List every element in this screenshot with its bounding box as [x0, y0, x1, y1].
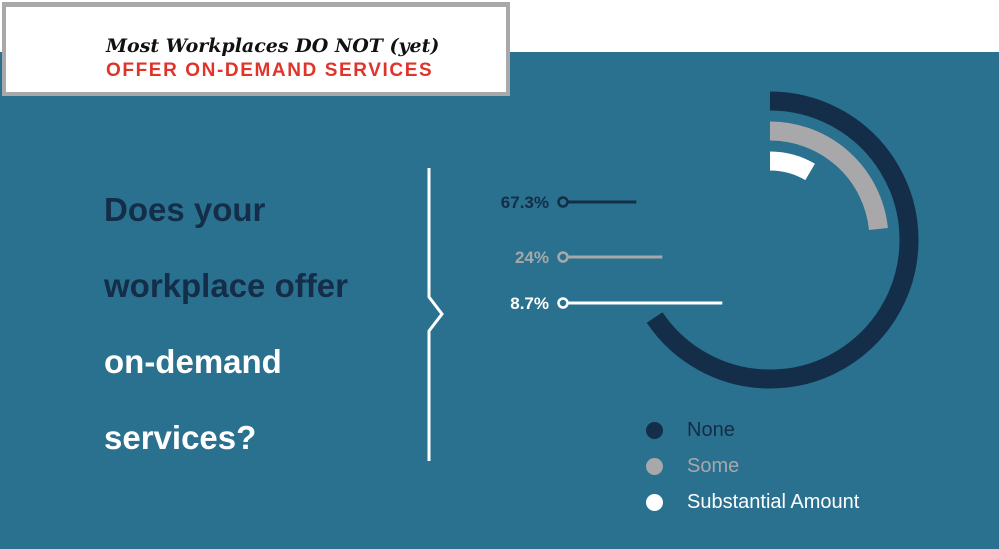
- legend-item-none: None: [646, 412, 859, 448]
- value-label-substantial: 8.7%: [510, 294, 549, 313]
- question-line-3: on-demand: [104, 343, 282, 380]
- legend-dot-substantial: [646, 493, 663, 511]
- leader-dot-substantial: [557, 297, 569, 309]
- question-line-4: services?: [104, 419, 257, 456]
- leader-group: 67.3% 24% 8.7%: [501, 193, 723, 313]
- legend-item-substantial: Substantial Amount: [646, 484, 859, 520]
- ring-some: [769, 121, 888, 231]
- value-label-none: 67.3%: [501, 193, 549, 212]
- question-line-1: Does your: [104, 191, 266, 228]
- brace-divider: [427, 168, 444, 461]
- question-text: Does your workplace offer on-demand serv…: [104, 172, 424, 476]
- ring-group: [646, 91, 919, 389]
- chart-panel: [0, 52, 999, 549]
- title-line-2: OFFER ON-DEMAND SERVICES: [106, 60, 434, 81]
- legend-dot-some: [646, 457, 663, 475]
- legend-label-some: Some: [687, 454, 740, 477]
- legend-label-none: None: [687, 418, 735, 441]
- question-line-2: workplace offer: [104, 267, 348, 304]
- ring-substantial: [769, 151, 815, 181]
- legend-dot-none: [646, 421, 663, 439]
- title-box: Most Workplaces DO NOT (yet) OFFER ON-DE…: [2, 2, 510, 96]
- leader-dot-some: [557, 251, 569, 263]
- leader-dot-none: [557, 196, 569, 208]
- value-label-some: 24%: [515, 248, 549, 267]
- legend-label-substantial: Substantial Amount: [687, 490, 860, 513]
- legend-item-some: Some: [646, 448, 859, 484]
- legend: None Some Substantial Amount: [646, 412, 859, 520]
- title-line-1: Most Workplaces DO NOT (yet): [106, 35, 440, 57]
- ring-none: [646, 91, 919, 389]
